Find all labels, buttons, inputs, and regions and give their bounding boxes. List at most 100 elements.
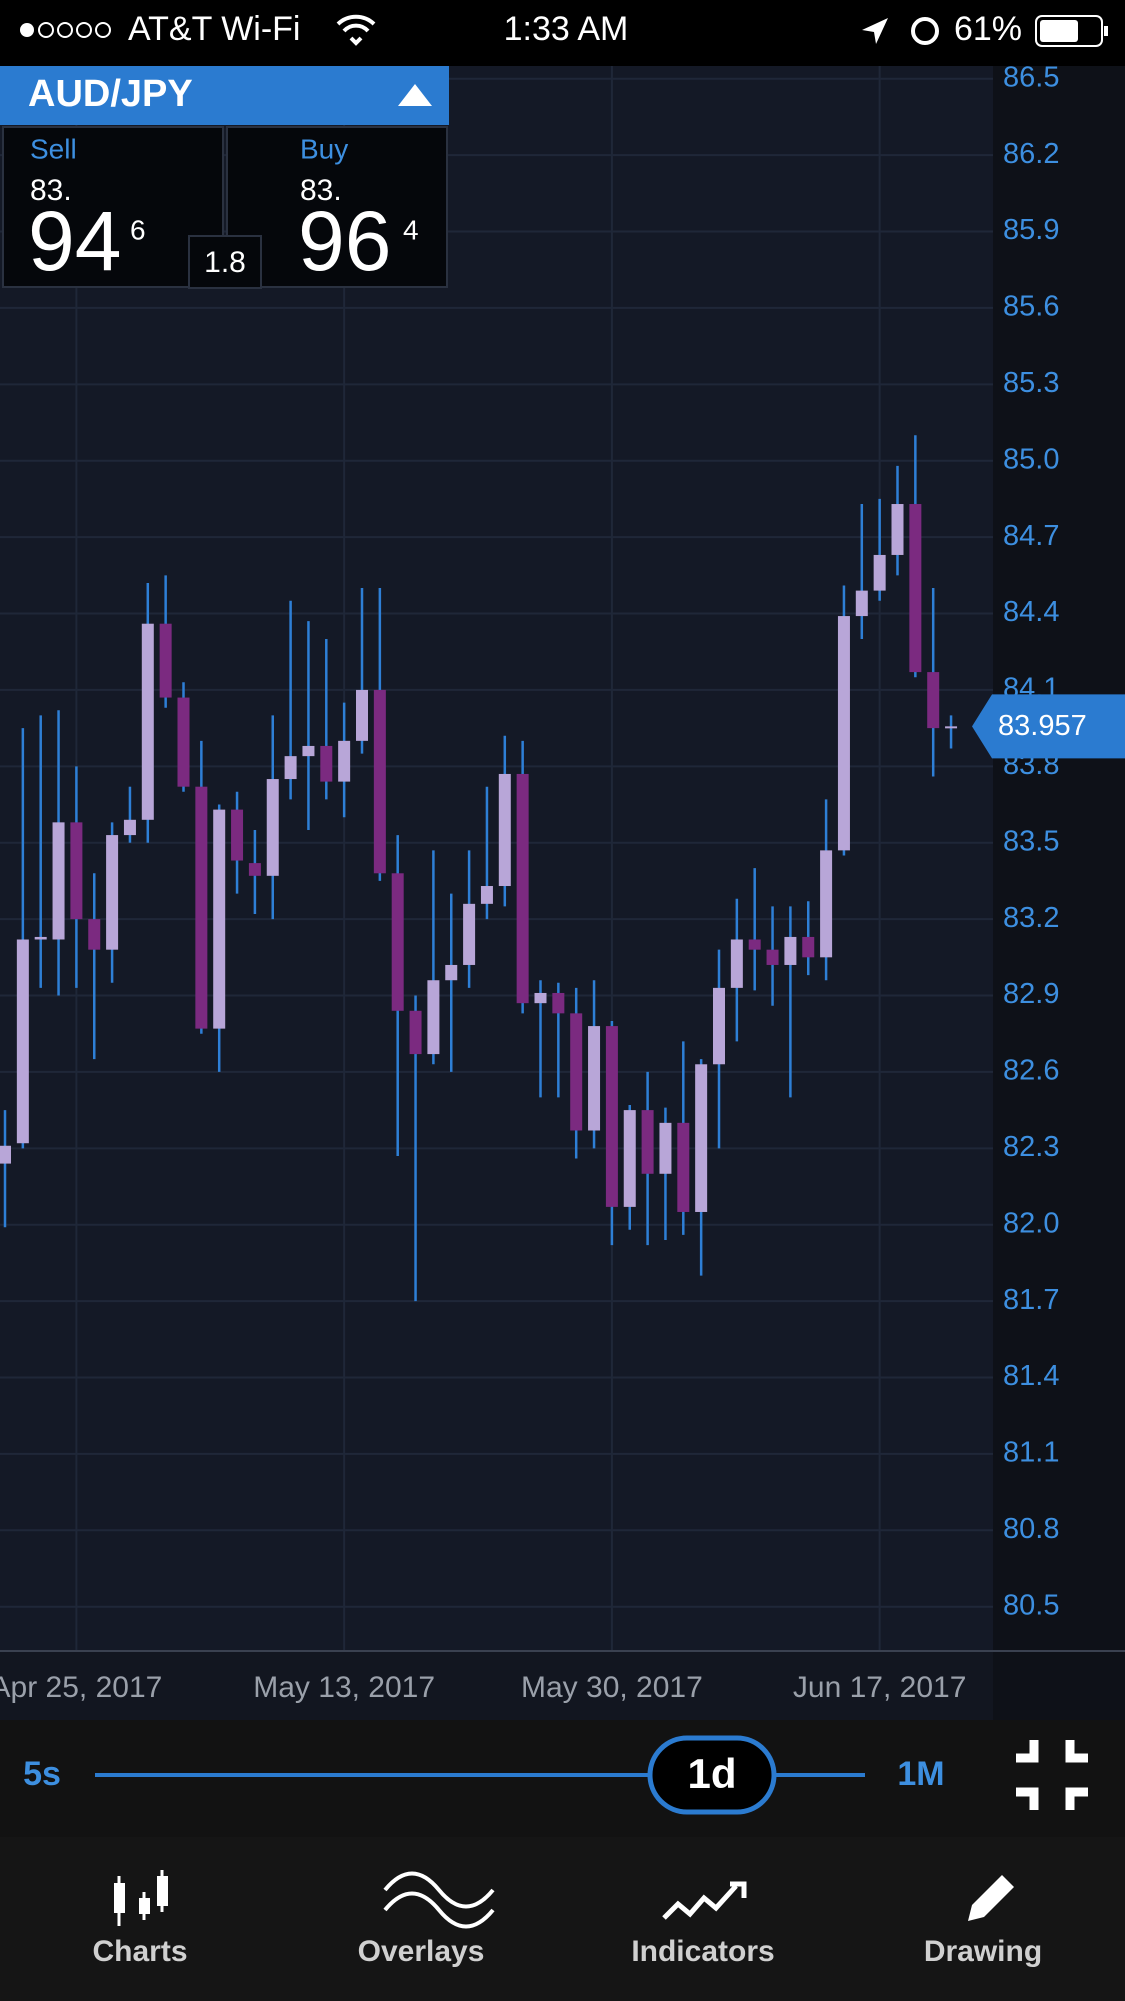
candle-body [837,616,850,851]
x-tick-label: Apr 25, 2017 [0,1671,162,1704]
chart: 80.5 80.8 81.1 81.4 81.7 82.0 82.3 82.6 82.9 83.2… [0,61,1125,1704]
candle-body [802,936,815,958]
candle-body [534,992,547,1004]
candle-body [570,1013,583,1131]
candle-body [320,745,333,782]
pair-header[interactable] [0,66,449,125]
charts-icon[interactable] [114,1870,168,1926]
y-tick-label: 86.5 [1003,61,1059,93]
buy-box[interactable] [226,126,448,288]
y-tick-label: 82.9 [1003,978,1059,1010]
candle-body [373,689,386,874]
spread-box [188,235,262,289]
y-tick-label: 81.1 [1003,1437,1059,1469]
candle-body [231,809,244,861]
y-tick-label: 84.7 [1003,520,1059,552]
candle-body [766,949,779,965]
y-tick-label: 81.4 [1003,1360,1059,1392]
y-tick-label: 85.6 [1003,291,1059,323]
indicators-icon[interactable] [662,1881,747,1920]
signal [20,22,111,38]
candle-body [266,779,279,876]
buy-pips: 96 [298,194,391,288]
price-tag [972,694,1125,759]
buy-big-figure: 83. [300,174,342,207]
x-tick-label: Jun 17, 2017 [793,1671,966,1704]
y-tick-label: 83.5 [1003,825,1059,857]
timeframe-bar [0,1720,1125,1837]
candle-body [659,1122,672,1174]
battery-tip [1104,26,1108,36]
timeframe-min[interactable]: 5s [23,1755,61,1793]
tab-label[interactable]: Drawing [924,1935,1042,1968]
candle-body [945,726,958,729]
candle-body [106,835,119,950]
price-tag-label: 83.957 [998,710,1087,742]
candle-body [284,756,297,780]
battery [1035,15,1103,47]
candle-body [356,689,368,741]
y-tick-label: 85.3 [1003,367,1059,399]
drawing-icon[interactable] [968,1875,1014,1921]
candle-body [123,819,136,836]
candle-body [338,740,351,782]
slider-thumb[interactable] [647,1735,777,1815]
sell-label: Sell [30,133,77,164]
wifi-icon [336,14,376,46]
candle-body [516,773,529,1004]
y-axis-band [993,66,1125,1720]
candle-body [498,773,511,887]
candle-body [213,809,226,1029]
candle-body [70,822,83,920]
alarm-icon [911,17,939,45]
candle-body [463,903,476,965]
buy-fraction: 4 [403,214,419,245]
buy-label: Buy [300,133,348,164]
candle-body [605,1026,618,1207]
tab-label[interactable]: Charts [92,1935,187,1968]
candle-body [641,1110,654,1174]
candle-body [141,623,154,820]
collapse-icon[interactable] [1016,1740,1088,1810]
candle-body [677,1122,690,1212]
candle-body [623,1110,636,1207]
location-icon [862,18,888,44]
y-tick-label: 81.7 [1003,1284,1059,1316]
candle-body [588,1026,601,1131]
x-tick-label: May 30, 2017 [521,1671,703,1704]
candle-body [480,886,493,904]
y-tick-label: 82.6 [1003,1055,1059,1087]
sell-box[interactable] [2,126,224,288]
candle-body [713,987,725,1065]
tab-bar [0,1837,1125,2001]
candle-body [52,822,65,940]
candle-body [0,1145,11,1164]
timeframe-selected: 1d [687,1750,736,1797]
overlays-icon[interactable] [383,1871,495,1929]
sell-pips: 94 [28,194,121,288]
candle-body [391,873,404,1011]
candle-body [748,939,761,950]
battery-level [1040,20,1078,42]
tab-label[interactable]: Indicators [631,1935,774,1968]
y-tick-label: 85.0 [1003,443,1059,475]
candle-body [927,672,940,729]
sell-big-figure: 83. [30,174,72,207]
candle-body [427,980,440,1055]
spread: 1.8 [204,246,246,279]
y-tick-label: 80.8 [1003,1513,1059,1545]
pair: AUD/JPY [28,73,193,115]
tab-label[interactable]: Overlays [358,1935,485,1968]
candle-body [873,554,886,591]
collapse-arrow[interactable] [398,84,432,106]
x-axis-band [0,1650,993,1720]
clock: 1:33 AM [504,10,629,48]
y-tick-label: 86.2 [1003,138,1059,170]
candle-body [695,1064,708,1212]
timeframe-max[interactable]: 1M [897,1755,944,1793]
candle-body [302,745,315,757]
candle-body [820,850,833,958]
candle-body [88,919,101,950]
battery-percent: 61% [954,10,1022,48]
